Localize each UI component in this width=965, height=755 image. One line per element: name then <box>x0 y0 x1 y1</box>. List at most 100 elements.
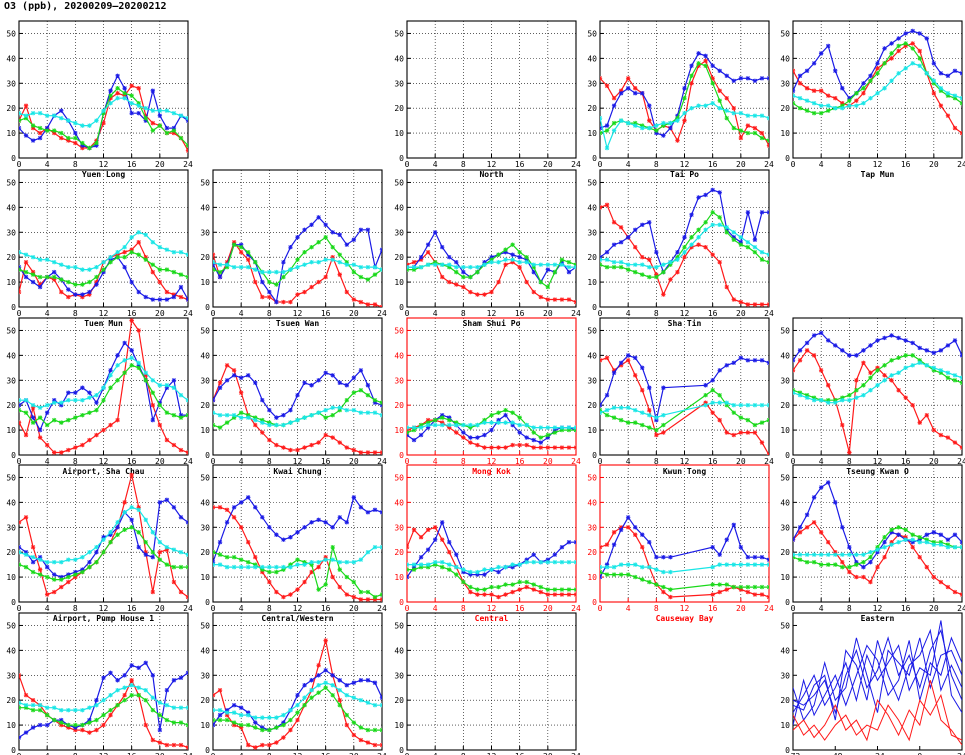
data-point <box>745 584 751 590</box>
data-point <box>157 267 163 272</box>
data-point <box>101 537 106 542</box>
data-point <box>696 51 701 56</box>
data-point <box>295 292 300 297</box>
data-point <box>178 294 184 300</box>
data-point <box>224 412 230 418</box>
data-point <box>309 245 314 250</box>
data-point <box>647 540 652 545</box>
data-point <box>432 525 438 530</box>
x-tick-label: 8 <box>73 604 78 613</box>
data-point <box>44 274 50 280</box>
data-point <box>618 360 624 366</box>
data-point <box>689 212 694 218</box>
data-point <box>337 440 342 445</box>
x-tick-label: 4 <box>433 309 438 318</box>
data-point <box>724 582 729 587</box>
data-point <box>633 532 638 537</box>
data-point <box>738 584 744 590</box>
data-point <box>217 712 223 718</box>
x-tick-label: 24 <box>377 457 387 466</box>
data-point <box>552 559 558 565</box>
data-point <box>108 93 113 98</box>
data-point <box>738 355 744 361</box>
data-point <box>407 425 410 430</box>
data-point <box>217 505 223 510</box>
data-point <box>372 450 378 455</box>
data-point <box>440 422 445 428</box>
data-point <box>766 417 769 423</box>
data-point <box>910 46 915 51</box>
data-point <box>337 515 342 520</box>
data-point <box>19 562 22 567</box>
data-point <box>482 432 487 438</box>
data-point <box>461 567 466 572</box>
data-point <box>952 589 958 595</box>
data-point <box>461 264 466 270</box>
x-tick-label: 12 <box>293 752 303 755</box>
data-point <box>224 707 230 713</box>
data-point <box>231 415 237 420</box>
data-point <box>875 545 880 550</box>
data-point <box>295 562 300 567</box>
panel-title: Yuen Long <box>82 170 126 179</box>
data-point <box>724 537 729 542</box>
data-point <box>868 78 873 83</box>
y-tick-label: 10 <box>200 278 210 287</box>
data-point <box>818 485 824 490</box>
data-point <box>238 390 244 395</box>
data-point <box>917 31 922 36</box>
data-point <box>37 707 43 713</box>
y-tick-label: 30 <box>6 228 16 237</box>
data-point <box>647 579 652 585</box>
data-point <box>418 562 424 567</box>
data-point <box>274 299 279 305</box>
y-tick-label: 50 <box>394 473 404 482</box>
data-point <box>454 430 459 435</box>
x-tick-label: 4 <box>433 160 438 169</box>
data-point <box>372 594 378 600</box>
data-point <box>213 252 216 257</box>
series-line-green <box>19 87 188 149</box>
data-point <box>868 579 873 585</box>
x-tick-label: 0 <box>211 309 216 318</box>
data-point <box>604 83 610 88</box>
data-point <box>87 395 92 400</box>
data-point <box>447 264 452 270</box>
data-point <box>566 587 572 592</box>
data-point <box>496 569 501 575</box>
data-point <box>171 547 177 552</box>
data-point <box>924 412 929 418</box>
data-point <box>611 564 617 570</box>
data-point <box>337 407 342 413</box>
data-point <box>840 525 845 530</box>
data-point <box>316 240 321 245</box>
data-point <box>868 73 873 78</box>
series-line-blue <box>600 516 769 578</box>
series-line-red <box>19 85 188 151</box>
data-point <box>323 638 328 643</box>
data-point <box>447 415 452 420</box>
data-point <box>260 515 265 520</box>
data-point <box>661 584 666 590</box>
data-point <box>425 422 431 428</box>
data-point <box>281 735 286 740</box>
data-point <box>178 272 184 277</box>
data-point <box>703 383 708 388</box>
data-point <box>330 373 335 378</box>
data-point <box>87 720 92 725</box>
x-tick-label: 24 <box>764 309 774 318</box>
data-point <box>910 545 915 550</box>
data-point <box>510 252 515 257</box>
data-point <box>766 143 769 148</box>
data-point <box>738 587 744 592</box>
data-point <box>87 145 92 151</box>
data-point <box>267 294 272 300</box>
data-point <box>164 247 170 252</box>
data-point <box>952 373 958 378</box>
data-point <box>129 93 134 98</box>
data-point <box>847 103 852 108</box>
data-point <box>710 564 715 570</box>
data-point <box>924 363 929 368</box>
y-tick-label: 10 <box>200 721 210 730</box>
y-tick-label: 40 <box>6 498 16 507</box>
